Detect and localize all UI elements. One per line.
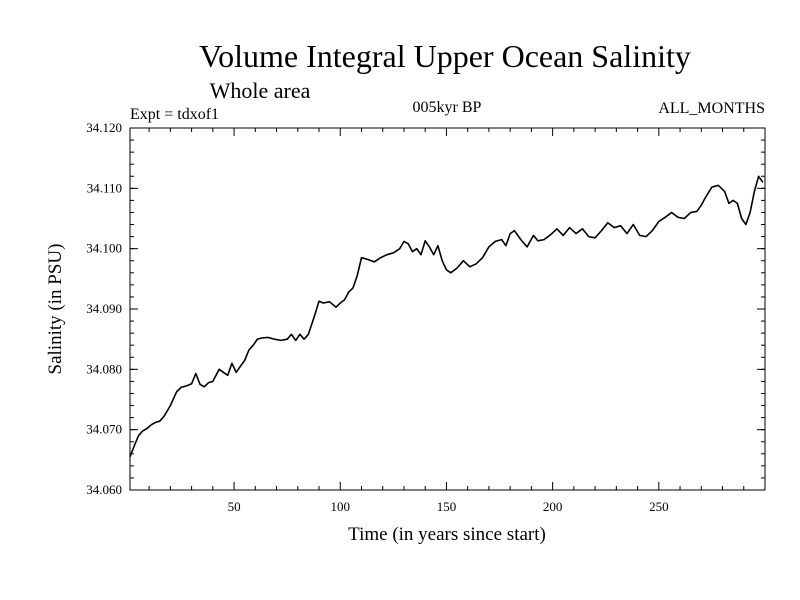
x-tick-label: 200 — [543, 499, 563, 514]
y-tick-label: 34.110 — [87, 180, 122, 195]
x-tick-label: 50 — [228, 499, 241, 514]
months-label: ALL_MONTHS — [658, 100, 765, 117]
period-label: 005kyr BP — [413, 99, 482, 116]
y-tick-label: 34.120 — [86, 120, 122, 135]
chart-title: Volume Integral Upper Ocean Salinity — [199, 38, 691, 74]
y-tick-label: 34.060 — [86, 482, 122, 497]
x-tick-label: 250 — [649, 499, 669, 514]
chart-subtitle: Whole area — [210, 78, 311, 103]
x-tick-labels: 50 100 150 200 250 — [228, 499, 669, 514]
x-tick-label: 150 — [437, 499, 457, 514]
y-tick-label: 34.070 — [86, 422, 122, 437]
expt-label: Expt = tdxof1 — [130, 106, 219, 123]
y-tick-label: 34.090 — [86, 301, 122, 316]
y-axis-label: Salinity (in PSU) — [45, 244, 66, 375]
salinity-line — [129, 175, 764, 458]
plot-frame — [129, 127, 766, 491]
y-tick-labels: 34.060 34.070 34.080 34.090 34.100 34.110 34.1… — [86, 120, 122, 497]
y-tick-label: 34.080 — [86, 361, 122, 376]
x-axis-label: Time (in years since start) — [348, 524, 546, 545]
axis-ticks — [130, 127, 765, 491]
x-tick-label: 100 — [331, 499, 351, 514]
y-tick-label: 34.100 — [86, 241, 122, 256]
